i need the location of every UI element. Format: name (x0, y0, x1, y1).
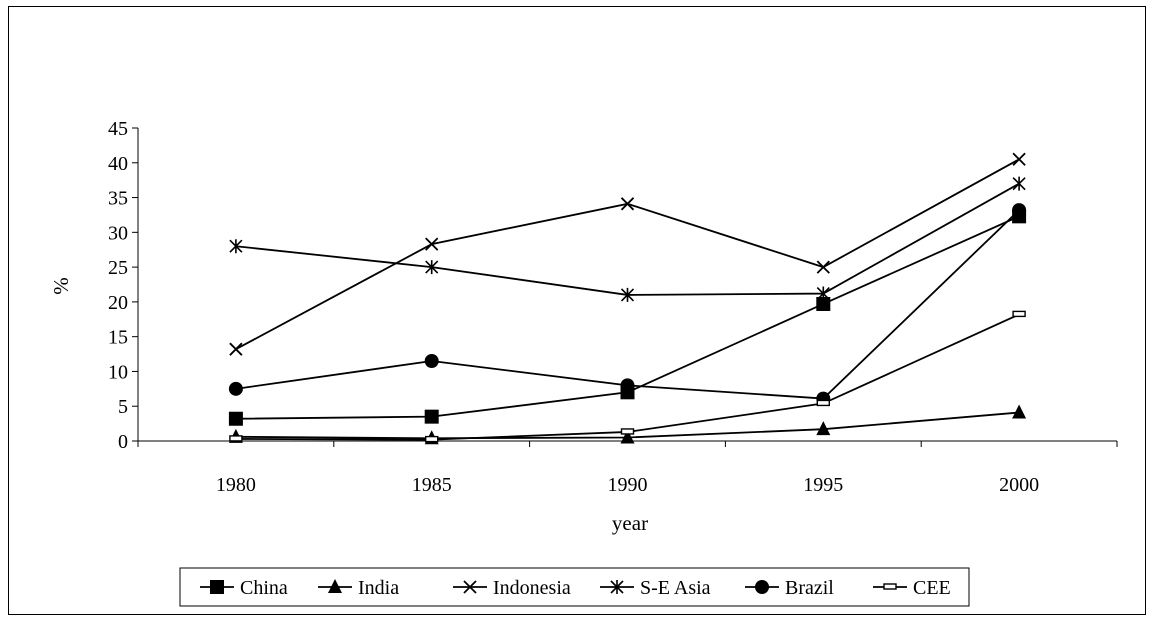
data-point-india (620, 429, 635, 444)
x-tick-label: 2000 (999, 474, 1039, 496)
series-indonesia (229, 152, 1026, 356)
y-tick-label: 30 (108, 222, 128, 244)
legend-marker-s-e-asia (610, 580, 624, 594)
data-point-cee (425, 435, 439, 443)
data-point-s-e-asia (816, 286, 830, 301)
data-point-cee (1012, 310, 1026, 318)
x-tick-label: 1995 (803, 474, 843, 496)
legend-label: China (240, 577, 288, 599)
x-tick-label: 1990 (608, 474, 648, 496)
data-point-china (228, 411, 243, 426)
legend-marker-brazil (755, 580, 769, 594)
legend: China India Indonesia S-E Asia Brazil CEE (179, 567, 970, 607)
y-tick-label: 0 (118, 431, 128, 453)
x-tick-label: 1980 (216, 474, 256, 496)
data-point-cee (620, 428, 635, 435)
data-point-cee (816, 399, 830, 407)
data-point-indonesia (1012, 152, 1026, 166)
legend-marker-cee (883, 583, 897, 590)
data-point-s-e-asia (1012, 176, 1026, 191)
x-tick-label: 1985 (412, 474, 452, 496)
y-tick-label: 15 (108, 327, 128, 349)
data-point-cee (229, 435, 243, 442)
y-tick-label: 5 (118, 396, 128, 418)
data-point-indonesia (816, 260, 830, 274)
series-line-brazil (235, 209, 1020, 400)
data-point-india (816, 421, 831, 436)
series-brazil (228, 203, 1027, 406)
legend-label: India (358, 577, 399, 599)
data-point-china (816, 296, 831, 311)
data-point-s-e-asia (425, 260, 439, 275)
chart-frame (8, 6, 1146, 615)
y-tick-label: 25 (108, 257, 128, 279)
data-point-s-e-asia (229, 239, 243, 254)
data-point-india (1012, 404, 1027, 419)
data-point-s-e-asia (620, 287, 635, 302)
data-point-indonesia (620, 197, 635, 211)
legend-item-india: India (318, 577, 399, 599)
series-india (228, 404, 1027, 445)
data-point-brazil (228, 381, 243, 396)
data-point-indonesia (229, 342, 243, 356)
legend-item-cee: CEE (873, 577, 951, 599)
series-s-e-asia (229, 176, 1026, 302)
data-point-indonesia (425, 237, 439, 251)
x-axis-label: year (612, 511, 648, 535)
legend-marker-india (328, 579, 342, 593)
data-point-brazil (1012, 203, 1027, 218)
tick-labels: 0 5 10 15 20 25 30 35 40 45 1980 1985 1990 1995 2000 (108, 118, 1039, 496)
legend-item-brazil: Brazil (745, 577, 834, 599)
data-point-brazil (620, 378, 635, 393)
data-point-china (424, 409, 439, 424)
legend-label: S-E Asia (640, 577, 711, 599)
series-line-cee (235, 313, 1020, 441)
y-tick-label: 20 (108, 292, 128, 314)
series-line-s-e-asia (235, 182, 1020, 296)
series-cee (229, 310, 1026, 443)
y-tick-label: 35 (108, 188, 128, 210)
legend-box (179, 567, 970, 607)
data-point-brazil (424, 354, 439, 369)
series-group (228, 152, 1027, 445)
y-tick-label: 45 (108, 118, 128, 140)
legend-label: Indonesia (493, 577, 571, 599)
y-tick-label: 40 (108, 153, 128, 175)
y-axis-label: % (49, 277, 73, 295)
legend-label: CEE (913, 577, 951, 599)
legend-item-china: China (200, 577, 288, 599)
legend-label: Brazil (785, 577, 834, 599)
legend-marker-indonesia (463, 580, 477, 594)
legend-item-indonesia: Indonesia (453, 577, 571, 599)
legend-item-s-e-asia: S-E Asia (600, 577, 711, 599)
series-line-indonesia (235, 158, 1020, 350)
legend-marker-china (210, 580, 224, 594)
y-tick-label: 10 (108, 361, 128, 383)
